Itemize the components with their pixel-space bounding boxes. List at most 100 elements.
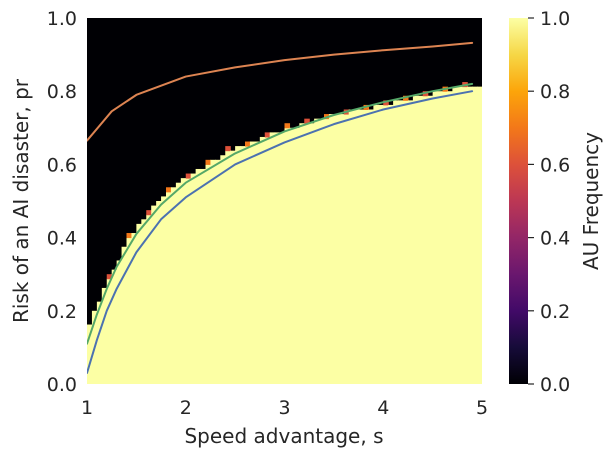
heatmap-cell-column [447,91,453,384]
heatmap-cell-column [343,114,350,384]
heatmap-cell-column [333,114,340,384]
y-tick-label: 0.2 [47,301,77,323]
heatmap-cell-column [284,127,291,384]
heatmap-cell-column [422,95,429,384]
heatmap-plot [87,18,482,384]
heatmap-cell-partial [225,146,231,152]
heatmap-cell-column [141,219,147,384]
heatmap-cell-column [259,136,266,384]
heatmap-cell-partial [264,132,271,138]
heatmap-cell-column [462,86,468,384]
heatmap-cell-column [225,150,231,384]
heatmap-cell-column [358,109,365,384]
heatmap-cell-column [136,223,142,384]
y-tick-labels: 0.0 0.2 0.4 0.6 0.8 1.0 [47,8,77,396]
heatmap-cell-column [388,104,394,384]
heatmap-cell-column [215,159,221,384]
heatmap-cell-column [477,86,482,384]
heatmap-cell-partial [284,123,291,129]
heatmap-cell-column [185,178,192,384]
heatmap-cell-column [328,114,335,384]
y-tick-label: 0.0 [47,374,77,396]
heatmap-cell-column [156,201,162,384]
heatmap-cell-column [403,100,409,384]
heatmap-cell-column [264,136,271,384]
x-tick-labels: 1 2 3 4 5 [81,397,488,419]
x-tick-label: 4 [377,397,389,419]
heatmap-cell-column [200,168,207,384]
heatmap-cell-column [170,187,177,384]
heatmap-cell-column [309,123,315,384]
heatmap-cell-column [338,114,345,384]
heatmap-cell-column [348,109,355,384]
heatmap-cell-column [279,132,286,384]
heatmap-cell-column [175,182,182,384]
heatmap-cell-column [230,150,236,384]
heatmap-cell-column [116,260,123,384]
colorbar-tick-label: 0.4 [540,228,570,250]
x-tick-label: 2 [180,397,192,419]
heatmap-cell-column [240,146,246,384]
heatmap-cell-column [131,233,137,384]
y-tick-label: 1.0 [47,8,77,30]
heatmap-cell-column [166,191,172,384]
colorbar-tick-label: 0.0 [540,374,570,396]
heatmap-cell-column [442,91,449,384]
x-tick-label: 3 [278,397,290,419]
x-axis-label: Speed advantage, s [184,424,383,448]
heatmap-cell-column [363,109,370,384]
heatmap-cell-column [393,100,399,384]
heatmap-cells [87,82,482,384]
series-lines [87,41,474,375]
heatmap-cell-column [378,104,384,384]
heatmap-cell-column [472,86,478,384]
heatmap-cell-column [294,127,300,384]
heatmap-cell-column [467,86,473,384]
heatmap-cell-column [412,95,419,384]
heatmap-cell-column [205,164,212,384]
heatmap-cell-column [373,104,379,384]
colorbar-tick-label: 1.0 [540,8,570,30]
heatmap-cell-column [427,95,434,384]
heatmap-cell-partial [304,118,310,124]
heatmap-cell-column [398,100,404,384]
heatmap-cell-column [368,109,374,384]
heatmap-cell-column [87,324,93,384]
x-tick-label: 1 [81,397,93,419]
heatmap-cell-column [407,100,414,384]
colorbar-tick-label: 0.6 [540,154,570,176]
heatmap-cell-column [121,246,128,384]
x-tick-label: 5 [476,397,488,419]
heatmap-cell-column [299,123,305,384]
heatmap-cell-partial [245,141,251,147]
heatmap-cell-column [96,301,103,384]
heatmap-cell-column [437,91,444,384]
heatmap-cell-partial [403,95,409,101]
y-tick-label: 0.6 [47,154,77,176]
heatmap-cell-column [452,86,458,384]
heatmap-cell-column [254,141,261,384]
heatmap-cell-column [353,109,360,384]
colorbar: 0.0 0.2 0.4 0.6 0.8 1.0 AU Frequency [509,8,603,396]
series-line-3 [87,90,474,375]
series-line-2 [87,82,474,345]
heatmap-cell-column [210,159,216,384]
colorbar-tick-label: 0.8 [540,81,570,103]
y-tick-label: 0.8 [47,81,77,103]
heatmap-cell-partial [146,210,152,216]
heatmap-cell-column [314,118,320,384]
heatmap-cell-column [220,155,226,384]
heatmap-cell-column [235,146,241,384]
y-tick-label: 0.4 [47,228,77,250]
y-axis-label: Risk of an AI disaster, pr [9,78,33,323]
heatmap-cell-column [417,95,424,384]
heatmap-cell-column [274,132,281,384]
heatmap-cell-column [106,278,113,384]
heatmap-cell-partial [126,233,133,239]
heatmap-cell-column [146,214,152,384]
heatmap-cell-column [111,269,118,384]
heatmap-cell-column [245,146,251,384]
heatmap-cell-column [161,196,167,384]
heatmap-cell-column [324,118,330,384]
